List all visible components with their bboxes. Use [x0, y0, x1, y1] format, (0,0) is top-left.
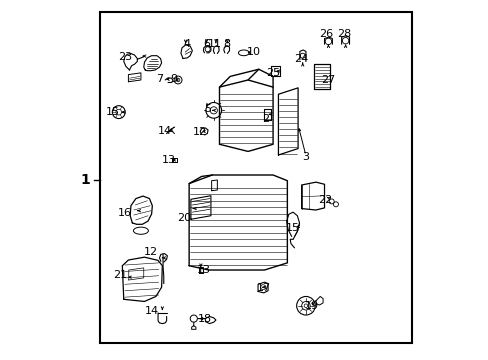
Text: 17: 17 [256, 283, 270, 293]
Text: 5: 5 [204, 104, 211, 114]
Text: 13: 13 [196, 265, 210, 275]
Text: 14: 14 [158, 126, 172, 136]
Text: 3: 3 [302, 152, 309, 162]
Text: 11: 11 [208, 39, 222, 49]
Ellipse shape [133, 227, 148, 234]
Text: 25: 25 [266, 68, 280, 78]
Text: 28: 28 [337, 28, 351, 39]
Text: 10: 10 [246, 48, 261, 58]
Ellipse shape [238, 50, 248, 56]
Text: 20: 20 [176, 213, 190, 223]
Text: 19: 19 [304, 301, 318, 311]
Text: 12: 12 [192, 127, 206, 137]
Text: 24: 24 [294, 54, 308, 64]
Text: 16: 16 [118, 208, 132, 218]
Text: 21: 21 [113, 270, 127, 280]
Text: 23: 23 [118, 52, 132, 62]
Text: 4: 4 [183, 39, 190, 49]
Text: 15: 15 [105, 107, 120, 117]
Text: 26: 26 [319, 28, 333, 39]
Bar [100, 12, 411, 342]
Text: 13: 13 [161, 155, 175, 165]
Text: 2: 2 [262, 113, 269, 123]
Text: 15: 15 [285, 223, 300, 233]
Text: 7: 7 [156, 74, 163, 84]
Text: 9: 9 [170, 74, 177, 84]
Text: 6: 6 [203, 39, 209, 49]
Text: 27: 27 [320, 75, 335, 85]
Text: 12: 12 [143, 247, 158, 257]
Text: 8: 8 [223, 39, 230, 49]
Text: 22: 22 [318, 195, 332, 204]
Text: 18: 18 [197, 314, 211, 324]
Text: 14: 14 [144, 306, 159, 316]
Text: 1: 1 [81, 173, 90, 187]
